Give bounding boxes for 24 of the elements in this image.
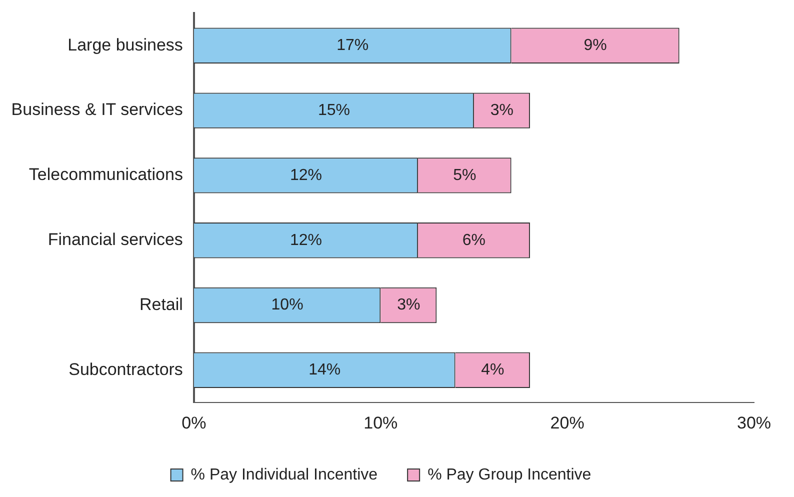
data-label: 6% — [462, 232, 486, 249]
legend-label: % Pay Group Incentive — [428, 466, 592, 484]
y-tick-label: Business & IT services — [11, 100, 183, 120]
data-label: 12% — [290, 232, 322, 249]
data-label: 4% — [481, 362, 504, 379]
y-tick-label: Telecommunications — [28, 165, 183, 184]
data-label: 15% — [318, 102, 350, 119]
x-tick-label: 20% — [550, 413, 584, 432]
data-label: 17% — [336, 37, 369, 54]
legend-label: % Pay Individual Incentive — [190, 466, 378, 484]
y-tick-label: Large business — [68, 35, 183, 54]
y-tick-label: Subcontractors — [68, 360, 183, 379]
data-label: 14% — [308, 362, 341, 379]
x-tick-label: 10% — [364, 413, 398, 432]
data-label: 9% — [584, 37, 607, 54]
data-label: 3% — [397, 296, 420, 314]
data-label: 3% — [490, 102, 514, 119]
y-tick-label: Financial services — [48, 230, 183, 250]
data-label: 10% — [271, 296, 304, 314]
x-tick-label: 30% — [736, 413, 772, 432]
data-label: 5% — [453, 166, 476, 184]
y-tick-label: Retail — [139, 294, 183, 314]
data-label: 12% — [290, 166, 322, 184]
x-tick-label: 0% — [182, 413, 206, 432]
